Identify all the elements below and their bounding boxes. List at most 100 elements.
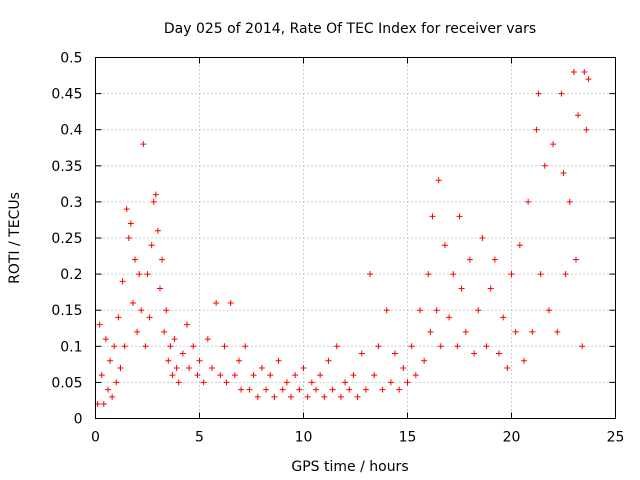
data-point bbox=[208, 364, 215, 371]
data-point bbox=[190, 343, 197, 350]
y-tick-label: 0.2 bbox=[60, 267, 82, 283]
data-point bbox=[350, 372, 357, 379]
data-point bbox=[161, 328, 168, 335]
data-point bbox=[508, 271, 515, 278]
data-point bbox=[217, 372, 224, 379]
data-point bbox=[312, 386, 319, 393]
x-tick-label: 15 bbox=[399, 430, 417, 446]
data-point bbox=[367, 271, 374, 278]
data-point bbox=[456, 213, 463, 220]
data-point bbox=[512, 328, 519, 335]
data-point bbox=[150, 198, 157, 205]
data-point bbox=[458, 285, 465, 292]
data-point bbox=[500, 314, 507, 321]
data-point bbox=[121, 343, 128, 350]
y-tick-label: 0.3 bbox=[60, 195, 82, 211]
data-point bbox=[100, 401, 107, 408]
data-point bbox=[416, 307, 423, 314]
data-point bbox=[421, 357, 428, 364]
data-point bbox=[152, 191, 159, 198]
data-point bbox=[279, 386, 286, 393]
data-point bbox=[362, 386, 369, 393]
data-point bbox=[371, 372, 378, 379]
data-point bbox=[136, 271, 143, 278]
data-point bbox=[483, 343, 490, 350]
data-point bbox=[171, 336, 178, 343]
data-point bbox=[123, 206, 130, 213]
data-point bbox=[545, 307, 552, 314]
data-point bbox=[111, 343, 118, 350]
data-point bbox=[387, 379, 394, 386]
data-point bbox=[533, 126, 540, 133]
data-point bbox=[238, 386, 245, 393]
x-tick-label: 10 bbox=[295, 430, 313, 446]
data-point bbox=[329, 386, 336, 393]
data-point bbox=[570, 68, 577, 75]
data-point bbox=[159, 256, 166, 263]
y-tick-label: 0.05 bbox=[51, 375, 82, 391]
data-point bbox=[254, 393, 261, 400]
data-point bbox=[98, 372, 105, 379]
data-point bbox=[562, 271, 569, 278]
axis-ticks: 0 5 10 15 20 25 0 0.05 0.1 0.15 0.2 0.25 0.3 0.35 0.4 0… bbox=[51, 51, 624, 446]
data-point bbox=[583, 126, 590, 133]
y-tick-label: 0.5 bbox=[60, 51, 82, 67]
data-point bbox=[479, 235, 486, 241]
data-point bbox=[250, 372, 257, 379]
data-point bbox=[102, 336, 109, 343]
y-tick-label: 0.15 bbox=[51, 303, 82, 319]
data-point bbox=[304, 393, 311, 400]
plot-frame bbox=[95, 57, 616, 419]
data-point bbox=[96, 321, 103, 328]
data-point bbox=[487, 285, 494, 292]
y-axis-label: ROTI / TECUs bbox=[7, 192, 23, 284]
data-point bbox=[258, 364, 265, 371]
data-point bbox=[175, 379, 182, 386]
data-point bbox=[213, 299, 220, 306]
data-point bbox=[104, 386, 111, 393]
data-point bbox=[129, 299, 136, 306]
data-point bbox=[156, 285, 163, 292]
data-point bbox=[412, 372, 419, 379]
data-point bbox=[491, 256, 498, 263]
data-point bbox=[146, 314, 153, 321]
data-point bbox=[346, 386, 353, 393]
data-point bbox=[154, 227, 161, 234]
data-point bbox=[541, 162, 548, 169]
data-point bbox=[140, 141, 147, 148]
data-point bbox=[179, 350, 186, 357]
data-point bbox=[200, 379, 207, 386]
data-point bbox=[520, 357, 527, 364]
data-point bbox=[165, 357, 172, 364]
data-point bbox=[466, 256, 473, 263]
data-point bbox=[358, 350, 365, 357]
data-point bbox=[454, 343, 461, 350]
y-tick-label: 0.4 bbox=[60, 123, 82, 139]
data-point bbox=[560, 170, 567, 177]
y-tick-label: 0.35 bbox=[51, 159, 82, 175]
data-point bbox=[236, 357, 243, 364]
data-point bbox=[375, 343, 382, 350]
x-tick-label: 5 bbox=[195, 430, 204, 446]
data-point bbox=[271, 393, 278, 400]
data-point bbox=[221, 343, 228, 350]
data-point bbox=[333, 343, 340, 350]
data-point bbox=[127, 220, 134, 227]
data-point bbox=[575, 112, 582, 119]
data-point bbox=[504, 364, 511, 371]
data-point bbox=[144, 271, 151, 278]
data-point bbox=[132, 256, 139, 263]
data-point bbox=[437, 343, 444, 350]
data-point bbox=[283, 379, 290, 386]
data-point bbox=[558, 90, 565, 97]
data-point bbox=[471, 350, 478, 357]
data-point bbox=[396, 386, 403, 393]
data-point bbox=[231, 372, 238, 379]
data-point bbox=[227, 299, 234, 306]
data-point bbox=[109, 393, 116, 400]
data-point bbox=[537, 271, 544, 278]
data-point bbox=[263, 386, 270, 393]
data-point bbox=[196, 357, 203, 364]
data-point bbox=[148, 242, 155, 249]
